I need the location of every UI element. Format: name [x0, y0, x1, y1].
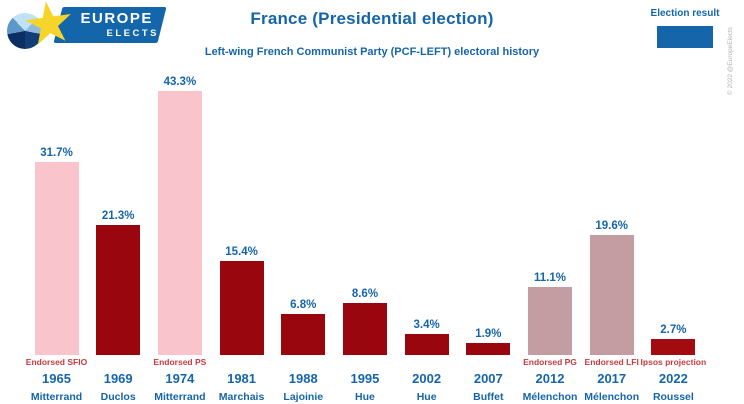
bar-value-label: 1.9% [475, 328, 502, 340]
bar-group-1988: 6.8% 1988 Lajoinie [273, 74, 334, 403]
logo-line2: ELECTS [106, 27, 159, 39]
bar-value-label: 2.7% [660, 324, 687, 336]
bar-year-label: 2007 [473, 371, 503, 386]
bar-1995 [342, 303, 387, 355]
bar-year-label: 2012 [535, 371, 565, 386]
bar-2022 [651, 339, 696, 355]
bar-group-2007: 1.9% 2007 Buffet [458, 74, 519, 403]
bar-candidate-label: Hue [416, 391, 437, 403]
bar-chart: 31.7% Endorsed SFIO 1965 Mitterrand 21.3… [26, 74, 707, 403]
legend-swatch [657, 25, 713, 48]
copyright-note: © 2022 @EuropeElects [727, 26, 734, 96]
bar-year-label: 1981 [227, 371, 257, 386]
page-title: France (Presidential election) [250, 9, 494, 28]
bar-year-label: 2002 [412, 371, 442, 386]
bar-stack: 19.6% [581, 74, 642, 355]
logo-text: EUROPE ELECTS [59, 7, 163, 39]
bar-1974 [157, 91, 202, 355]
bar-year-label: 2022 [658, 371, 688, 386]
bar-year-label: 1974 [165, 371, 195, 386]
logo-banner: EUROPE ELECTS [53, 7, 167, 43]
bar-candidate-label: Buffet [473, 391, 504, 403]
page-subtitle: Left-wing French Communist Party (PCF-LE… [204, 46, 540, 58]
bar-2002 [404, 334, 449, 355]
bar-stack: 8.6% [334, 74, 395, 355]
bar-year-label: 1965 [42, 371, 71, 386]
bar-candidate-label: Roussel [652, 391, 694, 403]
bar-value-label: 6.8% [290, 299, 317, 311]
bar-year-label: 2017 [597, 371, 627, 386]
bar-endorsement-note: Endorsed LFI [584, 357, 639, 367]
bar-2017 [589, 235, 634, 355]
bar-endorsement-note: Endorsed PS [153, 357, 207, 367]
bar-stack: 43.3% [149, 74, 210, 355]
bar-1969 [96, 225, 141, 355]
logo-line1: EUROPE [80, 10, 153, 27]
bar-group-2002: 3.4% 2002 Hue [396, 74, 457, 403]
bar-group-2017: 19.6% Endorsed LFI 2017 Mélenchon [581, 74, 642, 403]
bar-candidate-label: Mitterrand [30, 391, 83, 403]
bar-candidate-label: Mitterrand [154, 391, 206, 403]
bar-candidate-label: Mélenchon [584, 391, 640, 403]
bar-2007 [466, 343, 511, 355]
bar-2012 [528, 287, 572, 355]
bar-endorsement-note: Endorsed SFIO [25, 357, 88, 367]
bar-candidate-label: Duclos [100, 391, 136, 403]
bar-value-label: 21.3% [101, 210, 135, 222]
bar-group-1981: 15.4% 1981 Marchais [211, 74, 272, 403]
bar-endorsement-note: Ipsos projection [640, 357, 707, 367]
europe-elects-logo: EUROPE ELECTS [0, 0, 190, 62]
bar-value-label: 3.4% [413, 319, 440, 331]
bar-value-label: 11.1% [534, 272, 566, 284]
bar-stack: 31.7% [26, 74, 87, 355]
bar-stack: 6.8% [273, 74, 334, 355]
bar-stack: 11.1% [520, 74, 581, 355]
bar-stack: 1.9% [458, 74, 519, 355]
bar-1988 [281, 314, 326, 355]
bar-group-1974: 43.3% Endorsed PS 1974 Mitterrand [149, 74, 210, 403]
bar-value-label: 43.3% [163, 76, 197, 88]
bar-group-1969: 21.3% 1969 Duclos [88, 74, 149, 403]
bar-candidate-label: Hue [355, 391, 375, 403]
bar-year-label: 1995 [350, 371, 380, 386]
bar-group-1965: 31.7% Endorsed SFIO 1965 Mitterrand [26, 74, 87, 403]
chart-legend: Election result [650, 8, 720, 48]
bar-candidate-label: Marchais [218, 391, 265, 403]
bar-group-2012: 11.1% Endorsed PG 2012 Mélenchon [520, 74, 581, 403]
bar-stack: 21.3% [88, 74, 149, 355]
bar-1981 [219, 261, 264, 355]
bar-candidate-label: Lajoinie [283, 391, 324, 403]
bar-value-label: 31.7% [40, 147, 73, 159]
bar-1965 [34, 162, 79, 355]
bar-group-1995: 8.6% 1995 Hue [334, 74, 395, 403]
bar-stack: 2.7% [643, 74, 704, 355]
bar-year-label: 1969 [103, 371, 133, 386]
bar-year-label: 1988 [288, 371, 318, 386]
bar-candidate-label: Mélenchon [522, 391, 578, 403]
bar-stack: 3.4% [396, 74, 457, 355]
bar-value-label: 8.6% [351, 288, 379, 300]
globe-icon [7, 13, 43, 49]
bar-value-label: 19.6% [595, 220, 628, 232]
bar-group-2022: 2.7% Ipsos projection 2022 Roussel [640, 74, 707, 403]
legend-label: Election result [650, 8, 720, 19]
bar-stack: 15.4% [211, 74, 272, 355]
bar-endorsement-note: Endorsed PG [523, 357, 577, 367]
bar-value-label: 15.4% [225, 246, 258, 258]
